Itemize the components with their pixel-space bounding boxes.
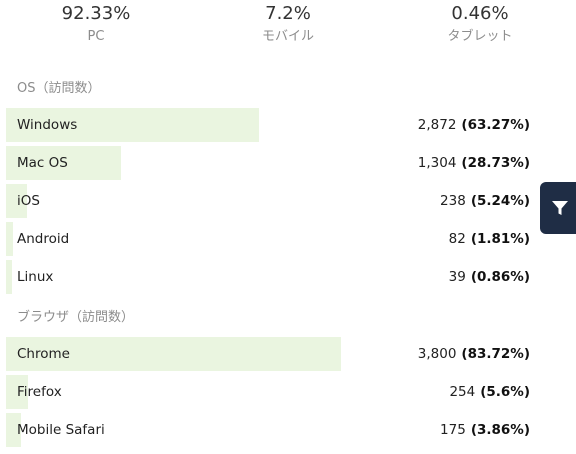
row-label: Firefox <box>17 384 62 400</box>
share-bar <box>6 337 341 371</box>
row-percent: (3.86%) <box>470 422 530 438</box>
stat-value: 92.33% <box>61 3 131 24</box>
row-label: Mobile Safari <box>17 422 105 438</box>
share-bar <box>6 108 259 142</box>
row-label: Windows <box>17 117 78 133</box>
os-row-macos: Mac OS 1,304 (28.73%) <box>6 146 536 180</box>
share-bar <box>6 413 21 447</box>
share-bar <box>6 146 121 180</box>
stat-tablet: 0.46% タブレット <box>384 0 576 46</box>
row-count: 238 <box>440 193 466 209</box>
row-percent: (28.73%) <box>461 155 530 171</box>
os-row-windows: Windows 2,872 (63.27%) <box>6 108 536 142</box>
stat-label: タブレット <box>447 29 513 44</box>
stat-value: 7.2% <box>265 3 311 24</box>
row-count: 82 <box>448 231 466 247</box>
row-value: 82 (1.81%) <box>449 222 530 256</box>
stat-value: 0.46% <box>451 3 509 24</box>
filter-icon <box>552 201 568 215</box>
row-percent: (83.72%) <box>461 346 530 362</box>
stat-pc: 92.33% PC <box>0 0 192 46</box>
filter-button[interactable] <box>540 182 576 234</box>
stat-mobile: 7.2% モバイル <box>192 0 384 46</box>
row-count: 254 <box>449 384 476 400</box>
row-count: 3,800 <box>417 346 457 362</box>
share-bar <box>6 260 12 294</box>
row-value: 2,872 (63.27%) <box>418 108 530 142</box>
browser-row-mobile-safari: Mobile Safari 175 (3.86%) <box>6 413 536 447</box>
row-label: Android <box>17 231 70 247</box>
row-percent: (63.27%) <box>461 117 530 133</box>
row-label: Linux <box>17 269 54 285</box>
row-label: iOS <box>17 193 40 209</box>
share-bar <box>6 375 28 409</box>
row-value: 3,800 (83.72%) <box>418 337 530 371</box>
row-count: 39 <box>448 269 466 285</box>
row-value: 175 (3.86%) <box>440 413 530 447</box>
row-percent: (1.81%) <box>470 231 530 247</box>
row-count: 175 <box>440 422 466 438</box>
device-summary: 92.33% PC 7.2% モバイル 0.46% タブレット <box>0 0 576 60</box>
row-count: 2,872 <box>417 117 457 133</box>
row-percent: (0.86%) <box>470 269 530 285</box>
share-bar <box>6 184 27 218</box>
row-label: Mac OS <box>17 155 68 171</box>
row-value: 254 (5.6%) <box>449 375 530 409</box>
row-value: 39 (0.86%) <box>449 260 530 294</box>
row-value: 1,304 (28.73%) <box>418 146 530 180</box>
browser-row-firefox: Firefox 254 (5.6%) <box>6 375 536 409</box>
os-row-linux: Linux 39 (0.86%) <box>6 260 536 294</box>
stat-label: PC <box>87 29 105 44</box>
browser-section-title: ブラウザ（訪問数） <box>17 310 135 325</box>
stat-label: モバイル <box>261 29 314 44</box>
os-section-title: OS（訪問数） <box>17 81 101 96</box>
row-label: Chrome <box>17 346 70 362</box>
browser-row-chrome: Chrome 3,800 (83.72%) <box>6 337 536 371</box>
share-bar <box>6 222 13 256</box>
os-row-android: Android 82 (1.81%) <box>6 222 536 256</box>
os-row-ios: iOS 238 (5.24%) <box>6 184 536 218</box>
row-value: 238 (5.24%) <box>440 184 530 218</box>
row-percent: (5.6%) <box>480 384 530 400</box>
row-count: 1,304 <box>417 155 457 171</box>
row-percent: (5.24%) <box>470 193 530 209</box>
